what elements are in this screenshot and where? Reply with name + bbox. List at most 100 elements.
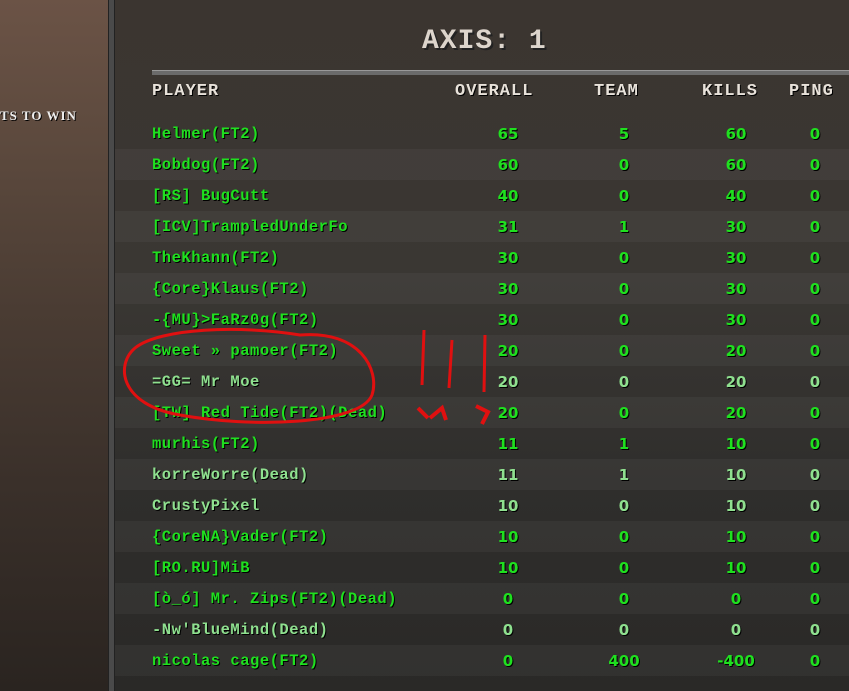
- ping-value: 0: [809, 497, 821, 515]
- overall-score: 10: [497, 559, 519, 577]
- player-name: {Core}Klaus(FT2): [152, 280, 309, 298]
- player-row: Sweet » pamoer(FT2) 20 0 20 0: [115, 335, 849, 366]
- column-header-overall: OVERALL: [455, 82, 534, 101]
- team-score: 0: [618, 187, 630, 205]
- overall-score: 11: [497, 435, 519, 453]
- player-name: [ICV]TrampledUnderFo: [152, 218, 349, 236]
- overall-score: 60: [497, 156, 519, 174]
- kills-score: -400: [717, 652, 755, 670]
- team-score: 0: [618, 559, 630, 577]
- player-name: [TW] Red Tide(FT2)(Dead): [152, 404, 388, 422]
- objective-text: TS TO WIN: [0, 108, 77, 123]
- kills-score: 30: [725, 280, 747, 298]
- overall-score: 40: [497, 187, 519, 205]
- player-row: CrustyPixel 10 0 10 0: [115, 490, 849, 521]
- team-score: 0: [618, 621, 630, 639]
- player-row: [ò_ó] Mr. Zips(FT2)(Dead) 0 0 0 0: [115, 583, 849, 614]
- overall-score: 0: [502, 590, 514, 608]
- player-row: Bobdog(FT2) 60 0 60 0: [115, 149, 849, 180]
- player-row: [RS] BugCutt 40 0 40 0: [115, 180, 849, 211]
- overall-score: 31: [497, 218, 519, 236]
- player-name: [RS] BugCutt: [152, 187, 270, 205]
- overall-score: 0: [502, 652, 514, 670]
- player-name: CrustyPixel: [152, 497, 260, 515]
- overall-score: 10: [497, 497, 519, 515]
- player-name: -Nw'BlueMind(Dead): [152, 621, 329, 639]
- ping-value: 0: [809, 435, 821, 453]
- player-name: [RO.RU]MiB: [152, 559, 251, 577]
- player-name: =GG= Mr Moe: [152, 373, 260, 391]
- overall-score: 65: [497, 125, 519, 143]
- ping-value: 0: [809, 218, 821, 236]
- team-score: 1: [618, 435, 630, 453]
- overall-score: 30: [497, 311, 519, 329]
- ping-value: 0: [809, 590, 821, 608]
- overall-score: 0: [502, 621, 514, 639]
- team-score: 400: [608, 652, 640, 670]
- kills-score: 10: [725, 497, 747, 515]
- team-score: 1: [618, 218, 630, 236]
- ping-value: 0: [809, 249, 821, 267]
- header-rule: [152, 70, 849, 75]
- overall-score: 30: [497, 249, 519, 267]
- ping-value: 0: [809, 559, 821, 577]
- kills-score: 10: [725, 559, 747, 577]
- overall-score: 11: [497, 466, 519, 484]
- team-score: 0: [618, 280, 630, 298]
- player-row: [TW] Red Tide(FT2)(Dead) 20 0 20 0: [115, 397, 849, 428]
- kills-score: 30: [725, 249, 747, 267]
- ping-value: 0: [809, 466, 821, 484]
- kills-score: 10: [725, 528, 747, 546]
- overall-score: 30: [497, 280, 519, 298]
- kills-score: 60: [725, 156, 747, 174]
- team-score: 0: [618, 497, 630, 515]
- ping-value: 0: [809, 342, 821, 360]
- kills-score: 20: [725, 404, 747, 422]
- player-row: nicolas cage(FT2) 0 400 -400 0: [115, 645, 849, 676]
- player-row: {CoreNA}Vader(FT2) 10 0 10 0: [115, 521, 849, 552]
- player-name: -{MU}>FaRz0g(FT2): [152, 311, 319, 329]
- overall-score: 20: [497, 342, 519, 360]
- ping-value: 0: [809, 156, 821, 174]
- kills-score: 0: [730, 621, 742, 639]
- ping-value: 0: [809, 280, 821, 298]
- background-scene-left: [0, 0, 108, 691]
- overall-score: 10: [497, 528, 519, 546]
- team-score: 0: [618, 342, 630, 360]
- team-score: 1: [618, 466, 630, 484]
- team-score: 5: [618, 125, 630, 143]
- player-row: [RO.RU]MiB 10 0 10 0: [115, 552, 849, 583]
- ping-value: 0: [809, 311, 821, 329]
- player-name: murhis(FT2): [152, 435, 260, 453]
- column-header-kills: KILLS: [702, 82, 759, 101]
- player-row: -Nw'BlueMind(Dead) 0 0 0 0: [115, 614, 849, 645]
- kills-score: 40: [725, 187, 747, 205]
- player-row: korreWorre(Dead) 11 1 10 0: [115, 459, 849, 490]
- ping-value: 0: [809, 652, 821, 670]
- kills-score: 20: [725, 373, 747, 391]
- kills-score: 0: [730, 590, 742, 608]
- column-header-team: TEAM: [594, 82, 639, 101]
- team-score: 0: [618, 311, 630, 329]
- column-header-ping: PING: [789, 82, 834, 101]
- player-name: nicolas cage(FT2): [152, 652, 319, 670]
- player-row: {Core}Klaus(FT2) 30 0 30 0: [115, 273, 849, 304]
- player-row: TheKhann(FT2) 30 0 30 0: [115, 242, 849, 273]
- kills-score: 10: [725, 466, 747, 484]
- player-name: Helmer(FT2): [152, 125, 260, 143]
- team-score: 0: [618, 528, 630, 546]
- ping-value: 0: [809, 187, 821, 205]
- kills-score: 30: [725, 311, 747, 329]
- ping-value: 0: [809, 404, 821, 422]
- ping-value: 0: [809, 621, 821, 639]
- kills-score: 30: [725, 218, 747, 236]
- player-row: Helmer(FT2) 65 5 60 0: [115, 118, 849, 149]
- panel-divider: [108, 0, 115, 691]
- team-score: 0: [618, 404, 630, 422]
- ping-value: 0: [809, 528, 821, 546]
- column-header-player: PLAYER: [152, 82, 220, 101]
- ping-value: 0: [809, 373, 821, 391]
- player-name: {CoreNA}Vader(FT2): [152, 528, 329, 546]
- team-score: 0: [618, 373, 630, 391]
- player-name: Bobdog(FT2): [152, 156, 260, 174]
